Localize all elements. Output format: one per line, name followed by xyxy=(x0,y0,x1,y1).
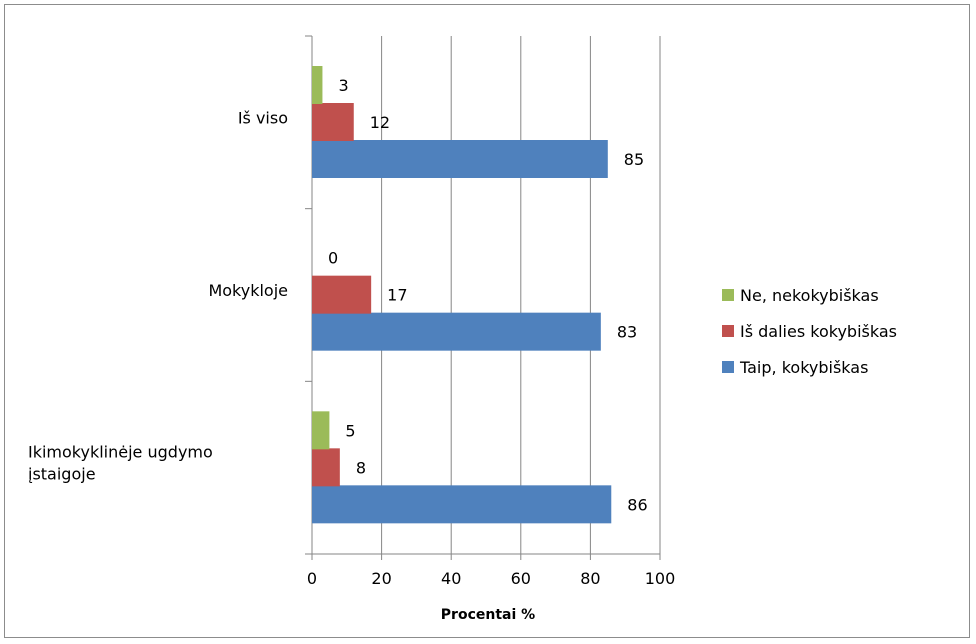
data-label-0-2: 86 xyxy=(627,495,647,514)
category-label-0: Iš viso xyxy=(238,108,288,127)
category-label-1: Mokykloje xyxy=(208,281,288,300)
legend-label-1: Iš dalies kokybiškas xyxy=(740,322,897,341)
bar-1-1 xyxy=(312,275,372,314)
bar-0-0 xyxy=(312,140,608,178)
data-label-1-1: 17 xyxy=(387,286,407,305)
data-label-1-0: 12 xyxy=(370,113,390,132)
bar-2-0 xyxy=(312,66,323,104)
bar-0-1 xyxy=(312,312,601,351)
data-label-0-1: 83 xyxy=(617,323,637,342)
bar-0-2 xyxy=(312,485,612,524)
legend-swatch-0 xyxy=(722,361,734,373)
data-label-1-2: 8 xyxy=(356,458,366,477)
x-tick-label-100: 100 xyxy=(645,569,676,588)
x-tick-label-0: 0 xyxy=(307,569,317,588)
x-tick-label-40: 40 xyxy=(441,569,461,588)
category-label-2: Ikimokyklinėje ugdymo įstaigoje xyxy=(28,443,213,484)
x-tick-label-20: 20 xyxy=(371,569,391,588)
x-tick-label-60: 60 xyxy=(511,569,531,588)
legend-label-2: Ne, nekokybiškas xyxy=(740,286,879,305)
bar-1-2 xyxy=(312,448,340,487)
legend-swatch-1 xyxy=(722,325,734,337)
data-label-0-0: 85 xyxy=(624,150,644,169)
data-label-2-1: 0 xyxy=(328,249,338,268)
bar-1-0 xyxy=(312,103,354,141)
x-axis-title: Procentai % xyxy=(441,607,535,623)
legend-swatch-2 xyxy=(722,289,734,301)
legend-label-0: Taip, kokybiškas xyxy=(739,358,868,377)
data-label-2-0: 3 xyxy=(338,76,348,95)
bar-2-2 xyxy=(312,411,330,450)
x-tick-label-80: 80 xyxy=(580,569,600,588)
data-label-2-2: 5 xyxy=(345,421,355,440)
